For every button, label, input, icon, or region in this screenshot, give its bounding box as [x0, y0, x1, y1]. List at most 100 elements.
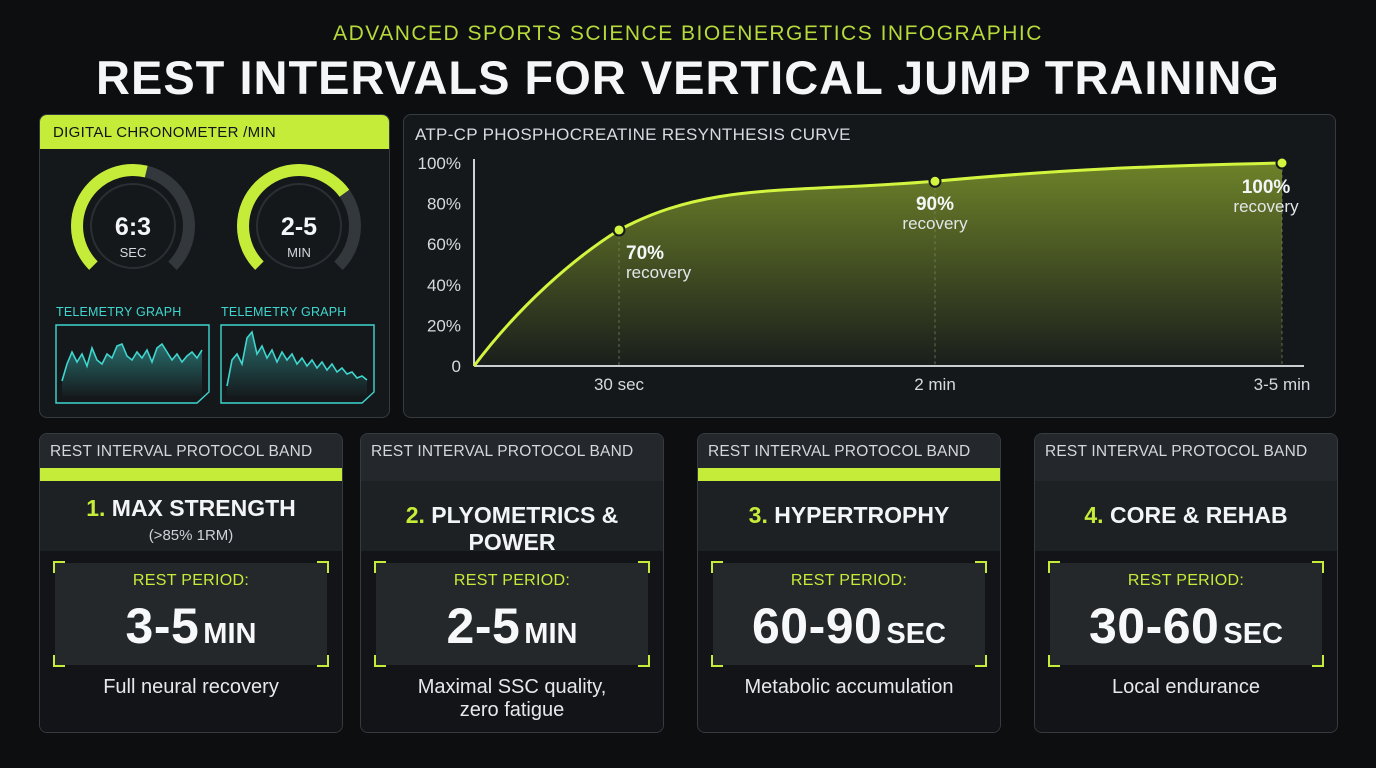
y-tick-label: 60% [427, 235, 461, 254]
rest-period-number: 2-5 [446, 598, 521, 654]
y-tick-label: 40% [427, 276, 461, 295]
y-tick-label: 20% [427, 316, 461, 335]
chronometer-header: DIGITAL CHRONOMETER /MIN [40, 115, 389, 149]
gauge-seconds-unit: SEC [119, 245, 147, 260]
band-title: HYPERTROPHY [774, 502, 950, 528]
telemetry-graph-left [55, 324, 210, 404]
band-subtitle: (>85% 1RM) [148, 527, 234, 544]
corner-bracket [374, 561, 386, 573]
corner-bracket [638, 655, 650, 667]
rest-period-number: 3-5 [125, 598, 200, 654]
gauge-seconds-dial [71, 164, 195, 288]
rest-period-label: REST PERIOD: [453, 572, 571, 589]
annotation-text: recovery [902, 214, 968, 233]
x-tick-label: 2 min [914, 375, 956, 394]
rest-period-value: 2-5 MIN [376, 597, 648, 655]
annotation-text: recovery [1233, 197, 1299, 216]
corner-bracket [711, 561, 723, 573]
chart-title: ATP-CP PHOSPHOCREATINE RESYNTHESIS CURVE [415, 125, 851, 144]
gauge-minutes-dial [237, 164, 361, 288]
band-title-area [1035, 481, 1337, 551]
resynthesis-chart: 100%80%60%40%20%030 sec 2 min 3-5 min70%re… [418, 154, 1311, 394]
band-description-line: Local endurance [1112, 676, 1260, 698]
band-description-line: Maximal SSC quality, [417, 676, 607, 698]
band-description-line: Metabolic accumulation [744, 676, 954, 698]
corner-bracket [53, 561, 65, 573]
recovery-curve-line [472, 161, 1283, 367]
rest-period-unit: SEC [1223, 618, 1284, 650]
infographic-subtitle: ADVANCED SPORTS SCIENCE BIOENERGETICS IN… [333, 22, 1043, 45]
rest-period-number: 30-60 [1088, 598, 1220, 654]
corner-bracket [1048, 561, 1060, 573]
band-name: 2. PLYOMETRICS & POWER [361, 502, 663, 556]
gauge-minutes-unit: MIN [287, 245, 311, 260]
rest-period-label: REST PERIOD: [132, 572, 250, 589]
band-name: 1. MAX STRENGTH [40, 495, 342, 522]
corner-bracket [975, 655, 987, 667]
x-tick-label: 3-5 min [1254, 375, 1311, 394]
page-title: REST INTERVALS FOR VERTICAL JUMP TRAININ… [96, 51, 1280, 104]
y-tick-label: 0 [452, 357, 461, 376]
rest-period-label: REST PERIOD: [790, 572, 908, 589]
band-title-area [40, 481, 342, 551]
band-title: CORE & REHAB [1109, 502, 1288, 528]
annotation-value: 100% [1242, 177, 1291, 198]
band-description: Full neural recovery [40, 676, 342, 699]
band-stripe [361, 468, 663, 481]
corner-bracket [638, 561, 650, 573]
resynthesis-chart-panel: ATP-CP PHOSPHOCREATINE RESYNTHESIS CURVE… [403, 114, 1336, 418]
band-number: 1. [86, 495, 106, 521]
data-point-3 [1275, 156, 1289, 170]
band-description: Local endurance [1035, 676, 1337, 699]
protocol-band-1: REST INTERVAL PROTOCOL BAND 1. MAX STRENG… [39, 433, 343, 733]
band-header: REST INTERVAL PROTOCOL BAND [1035, 434, 1337, 468]
data-point-1 [612, 223, 626, 237]
rest-period-box: REST PERIOD: 30-60 SEC [1048, 561, 1324, 667]
band-description-line: Full neural recovery [103, 676, 279, 698]
band-number: 3. [748, 502, 768, 528]
corner-bracket [317, 561, 329, 573]
band-title-area [361, 481, 663, 551]
corner-bracket [975, 561, 987, 573]
x-tick-label: 30 sec [594, 375, 645, 394]
band-stripe [1035, 468, 1337, 481]
band-name: 3. HYPERTROPHY [698, 502, 1000, 529]
data-point-2 [928, 174, 942, 188]
rest-period-unit: MIN [203, 618, 257, 650]
band-number: 2. [405, 502, 425, 528]
band-description: Metabolic accumulation [698, 676, 1000, 699]
corner-bracket [53, 655, 65, 667]
telemetry-graph-right [220, 324, 375, 404]
rest-period-number: 60-90 [751, 598, 883, 654]
gauge-minutes: 2-5 MIN [229, 161, 369, 288]
corner-bracket [317, 655, 329, 667]
gauge-minutes-value: 2-5 [280, 213, 318, 241]
protocol-band-3: REST INTERVAL PROTOCOL BAND 3. HYPERTROPH… [697, 433, 1001, 733]
chronometer-panel: DIGITAL CHRONOMETER /MIN 6:3 SEC 2-5 MIN… [39, 114, 390, 418]
corner-bracket [1048, 655, 1060, 667]
corner-bracket [374, 655, 386, 667]
rest-period-unit: SEC [886, 618, 947, 650]
rest-period-box: REST PERIOD: 60-90 SEC [711, 561, 987, 667]
band-name: 4. CORE & REHAB [1035, 502, 1337, 529]
curve-area-fill [474, 163, 1282, 366]
gauge-seconds: 6:3 SEC [63, 161, 203, 288]
y-tick-label: 80% [427, 195, 461, 214]
telemetry-label-left: TELEMETRY GRAPH [56, 305, 182, 319]
annotation-text: recovery [626, 263, 692, 282]
annotation-value: 90% [916, 194, 954, 215]
y-tick-label: 100% [418, 154, 461, 173]
band-stripe [40, 468, 342, 481]
band-title: PLYOMETRICS & POWER [431, 502, 619, 555]
protocol-band-2: REST INTERVAL PROTOCOL BAND 2. PLYOMETRIC… [360, 433, 664, 733]
band-title: MAX STRENGTH [111, 495, 296, 521]
band-description: Maximal SSC quality, zero fatigue [361, 676, 663, 722]
rest-period-value: 30-60 SEC [1050, 597, 1322, 655]
band-description-line: zero fatigue [459, 699, 565, 721]
rest-period-value: 60-90 SEC [713, 597, 985, 655]
rest-period-box: REST PERIOD: 3-5 MIN [53, 561, 329, 667]
band-header: REST INTERVAL PROTOCOL BAND [40, 434, 342, 468]
rest-period-value: 3-5 MIN [55, 597, 327, 655]
protocol-band-4: REST INTERVAL PROTOCOL BAND 4. CORE & REH… [1034, 433, 1338, 733]
band-stripe [698, 468, 1000, 481]
